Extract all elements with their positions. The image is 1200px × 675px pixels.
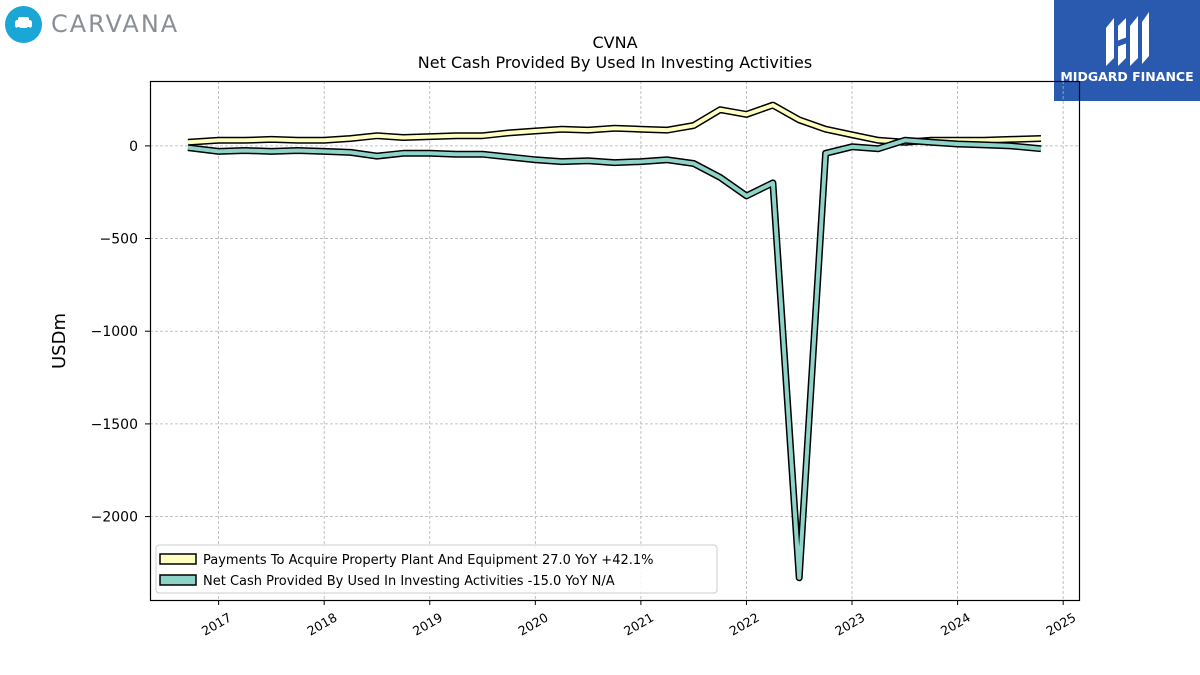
legend-box <box>155 544 718 594</box>
series-line-outline <box>187 101 1042 146</box>
y-tick-label: −1500 <box>91 417 138 433</box>
y-tick-label: 0 <box>129 139 138 155</box>
chart-title: CVNA <box>592 33 637 52</box>
y-tick-label: −500 <box>100 232 138 248</box>
y-axis-label: USDm <box>49 313 70 369</box>
x-tick-label: 2017 <box>199 610 234 639</box>
series-2 <box>187 136 1042 582</box>
y-tick-label: −1000 <box>91 324 138 340</box>
x-tick-label: 2018 <box>304 610 339 639</box>
legend-swatch <box>159 574 197 586</box>
car-icon <box>5 5 42 43</box>
x-tick-label: 2025 <box>1043 610 1078 639</box>
x-tick-label: 2024 <box>938 610 973 639</box>
midgard-mark-icon <box>1106 12 1149 66</box>
x-tick-label: 2021 <box>621 610 656 639</box>
plot-frame <box>149 80 1081 602</box>
chart-subtitle: Net Cash Provided By Used In Investing A… <box>418 53 812 72</box>
legend-label: Payments To Acquire Property Plant And E… <box>203 553 654 568</box>
x-tick-label: 2020 <box>516 610 551 639</box>
y-tick-label: −2000 <box>91 510 138 526</box>
midgard-finance-logo: MIDGARD FINANCE <box>1054 0 1200 101</box>
series-line <box>187 103 1042 145</box>
carvana-logo: CARVANA <box>5 4 179 44</box>
x-tick-label: 2022 <box>727 610 762 639</box>
x-tick-label: 2023 <box>832 610 867 639</box>
x-tick-label: 2019 <box>410 610 445 639</box>
series-line <box>187 138 1042 580</box>
series-line-outline <box>187 136 1042 582</box>
carvana-wordmark: CARVANA <box>51 10 180 38</box>
midgard-wordmark: MIDGARD FINANCE <box>1060 69 1194 84</box>
series-1 <box>187 101 1042 146</box>
legend-label: Net Cash Provided By Used In Investing A… <box>203 574 615 589</box>
legend-swatch <box>159 553 197 565</box>
